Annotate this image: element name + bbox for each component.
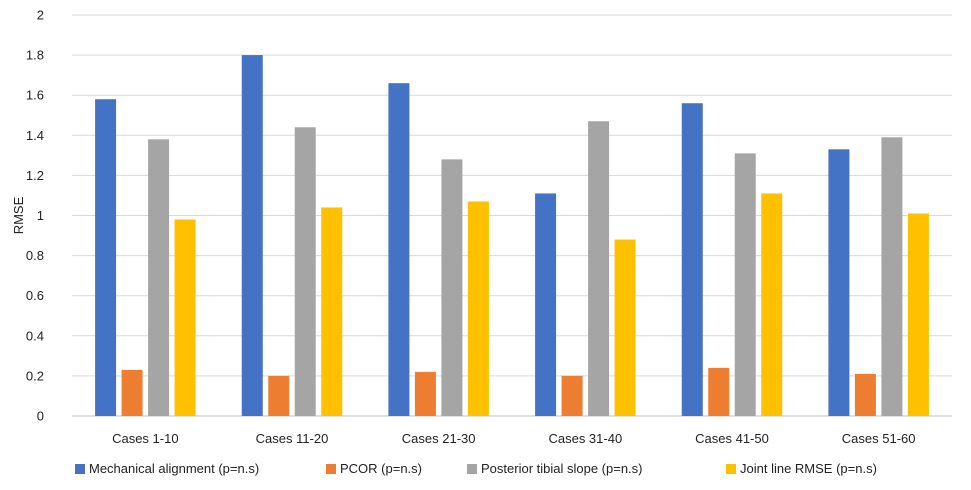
legend-swatch	[75, 464, 85, 474]
x-tick-label: Cases 21-30	[402, 431, 476, 446]
bar	[321, 207, 343, 416]
legend-item: Mechanical alignment (p=n.s)	[75, 461, 259, 476]
bar	[535, 193, 557, 416]
bar	[414, 371, 436, 416]
legend-label: Mechanical alignment (p=n.s)	[89, 461, 259, 476]
y-tick-label: 0.2	[26, 368, 44, 383]
legend-swatch	[726, 464, 736, 474]
bar	[907, 213, 929, 416]
legend-label: Joint line RMSE (p=n.s)	[740, 461, 877, 476]
bar	[614, 239, 636, 416]
y-tick-label: 0.4	[26, 328, 44, 343]
bar	[121, 369, 143, 416]
y-tick-label: 1.6	[26, 88, 44, 103]
y-tick-label: 1.4	[26, 128, 44, 143]
legend-item: Joint line RMSE (p=n.s)	[726, 461, 877, 476]
x-axis-ticks: Cases 1-10 Cases 11-20 Cases 21-30 Cases 31…	[112, 431, 915, 446]
gridlines	[72, 14, 952, 417]
bar	[95, 99, 117, 417]
bar	[148, 139, 170, 416]
legend-label: Posterior tibial slope (p=n.s)	[481, 461, 643, 476]
x-tick-label: Cases 51-60	[842, 431, 916, 446]
bar	[761, 193, 783, 416]
legend-item: Posterior tibial slope (p=n.s)	[467, 461, 643, 476]
bar	[828, 149, 850, 416]
y-tick-label: 1.2	[26, 168, 44, 183]
x-tick-label: Cases 1-10	[112, 431, 178, 446]
y-axis-ticks: 0 0.2 0.4 0.6 0.8 1 1.2 1.4 1.6 1.8 2	[26, 8, 44, 424]
bar	[854, 373, 876, 416]
bar	[388, 83, 410, 417]
bar	[467, 201, 489, 416]
y-tick-label: 1.8	[26, 48, 44, 63]
y-tick-label: 0.8	[26, 248, 44, 263]
x-tick-label: Cases 41-50	[695, 431, 769, 446]
bar	[708, 367, 730, 416]
legend: Mechanical alignment (p=n.s) PCOR (p=n.s)…	[75, 461, 877, 476]
bar	[441, 159, 463, 417]
legend-label: PCOR (p=n.s)	[340, 461, 422, 476]
bar	[268, 375, 290, 416]
bar	[174, 219, 196, 416]
bar	[561, 375, 583, 416]
y-axis-title: RMSE	[11, 196, 26, 234]
y-tick-label: 0	[37, 409, 44, 424]
bar	[588, 121, 610, 416]
bar	[294, 127, 316, 416]
bars	[95, 55, 929, 417]
bar	[734, 153, 756, 416]
legend-item: PCOR (p=n.s)	[326, 461, 422, 476]
bar	[881, 137, 903, 416]
bar	[681, 103, 703, 416]
y-tick-label: 1	[37, 208, 44, 223]
y-tick-label: 2	[37, 8, 44, 23]
x-tick-label: Cases 31-40	[548, 431, 622, 446]
x-tick-label: Cases 11-20	[256, 431, 329, 446]
legend-swatch	[467, 464, 477, 474]
y-tick-label: 0.6	[26, 288, 44, 303]
bar	[241, 55, 263, 416]
legend-swatch	[326, 464, 336, 474]
